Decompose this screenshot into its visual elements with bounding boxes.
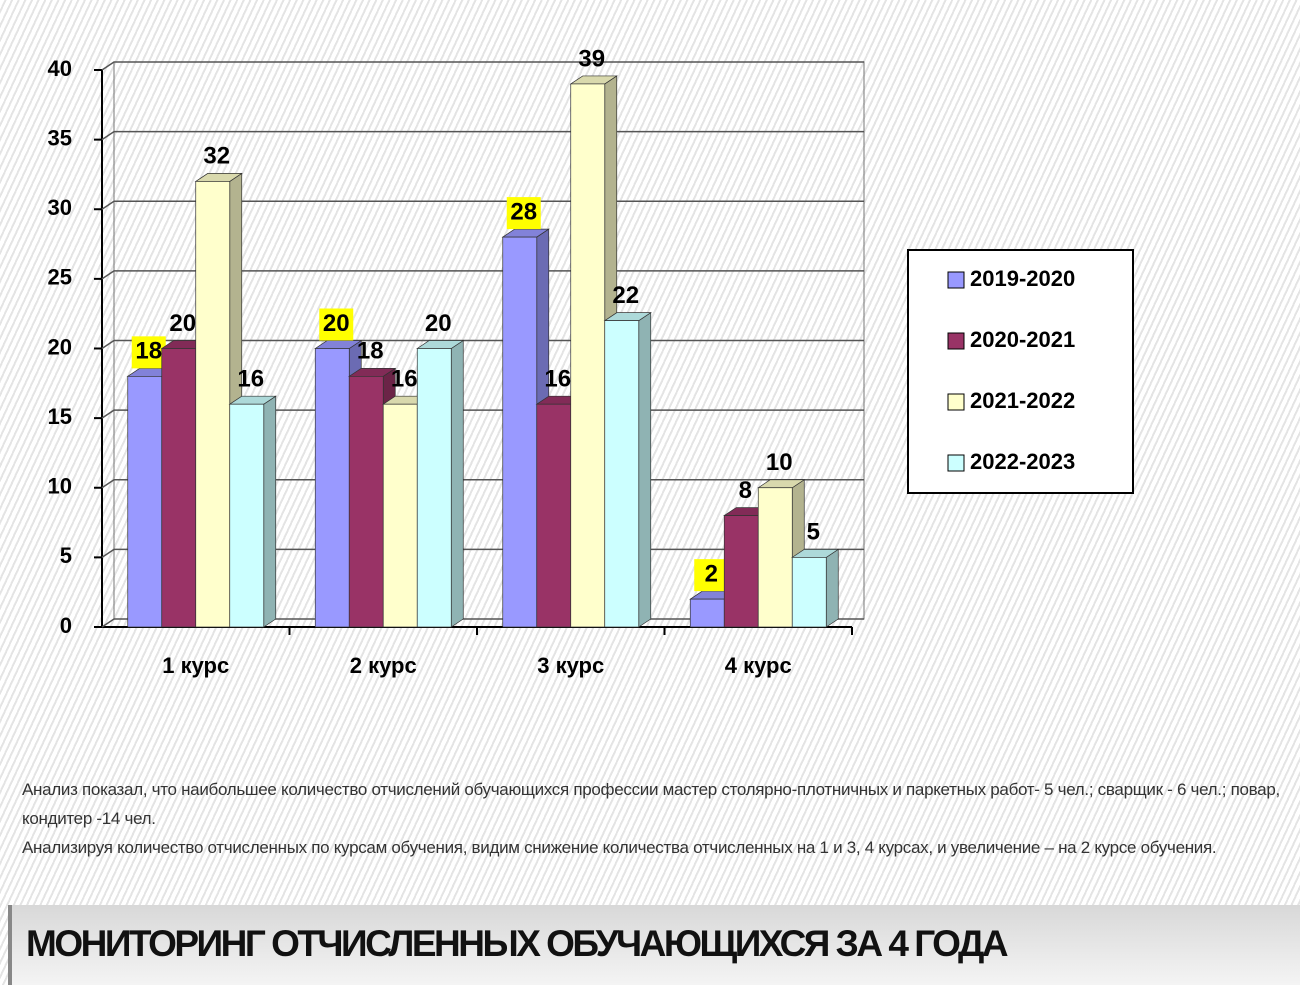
data-label: 10 bbox=[766, 449, 793, 476]
bar bbox=[536, 403, 572, 628]
paragraph: Анализ показал, что наибольшее количеств… bbox=[22, 780, 1280, 828]
title-band: МОНИТОРИНГ ОТЧИСЛЕННЫХ ОБУЧАЮЩИХСЯ ЗА 4 … bbox=[8, 905, 1300, 985]
data-label: 20 bbox=[323, 310, 350, 337]
data-label: 39 bbox=[578, 45, 605, 72]
y-tick-label: 40 bbox=[48, 56, 72, 81]
data-label: 28 bbox=[510, 198, 537, 225]
data-label: 2 bbox=[705, 560, 718, 587]
grid-line bbox=[101, 61, 864, 71]
bar bbox=[502, 236, 538, 628]
bar bbox=[314, 348, 350, 628]
legend-swatch bbox=[947, 454, 965, 472]
legend-swatch bbox=[947, 393, 965, 411]
data-label: 20 bbox=[425, 310, 452, 337]
x-tick-label: 3 курс bbox=[537, 653, 604, 678]
x-tick-label: 1 курс bbox=[162, 653, 229, 678]
y-tick-label: 15 bbox=[48, 404, 72, 429]
notes: Анализ показал, что наибольшее количеств… bbox=[22, 775, 1292, 862]
legend-label: 2020-2021 bbox=[970, 327, 1075, 352]
data-label: 16 bbox=[544, 366, 571, 393]
data-label: 22 bbox=[612, 282, 639, 309]
y-tick-label: 0 bbox=[60, 613, 72, 638]
legend-label: 2022-2023 bbox=[970, 449, 1075, 474]
y-tick-label: 20 bbox=[48, 334, 72, 359]
bar bbox=[229, 403, 265, 628]
data-label: 18 bbox=[357, 338, 384, 365]
bar bbox=[604, 320, 640, 628]
legend-box bbox=[907, 249, 1134, 494]
data-label: 32 bbox=[203, 143, 230, 170]
data-label: 16 bbox=[391, 366, 418, 393]
legend-swatch bbox=[947, 271, 965, 289]
label-highlight bbox=[694, 559, 729, 592]
x-tick-label: 2 курс bbox=[350, 653, 417, 678]
legend: 2019-2020 2020-2021 2021-2022 2022-2023 bbox=[907, 249, 1134, 494]
bar bbox=[195, 181, 231, 628]
label-highlight bbox=[506, 197, 541, 230]
bar bbox=[757, 487, 793, 628]
bar bbox=[416, 348, 452, 628]
bar bbox=[382, 403, 418, 628]
bar bbox=[348, 376, 384, 628]
bar bbox=[723, 515, 759, 628]
legend-label: 2019-2020 bbox=[970, 266, 1075, 291]
x-tick-label: 4 курс bbox=[725, 653, 792, 678]
legend-swatch bbox=[947, 332, 965, 350]
bar bbox=[791, 557, 827, 628]
label-highlight bbox=[319, 308, 354, 341]
data-label: 5 bbox=[807, 519, 820, 546]
y-tick-label: 10 bbox=[48, 474, 72, 499]
y-tick-label: 30 bbox=[48, 195, 72, 220]
data-label: 16 bbox=[237, 366, 264, 393]
bar bbox=[570, 83, 606, 628]
bar bbox=[127, 376, 163, 628]
bar-side bbox=[638, 311, 652, 628]
bar-side bbox=[263, 395, 277, 628]
y-tick-label: 25 bbox=[48, 265, 72, 290]
y-tick-label: 5 bbox=[60, 543, 72, 568]
y-tick-label: 35 bbox=[48, 125, 72, 150]
grid-line bbox=[101, 130, 864, 141]
bar bbox=[689, 598, 725, 628]
paragraph: Анализируя количество отчисленных по кур… bbox=[22, 838, 1217, 857]
slide-title: МОНИТОРИНГ ОТЧИСЛЕННЫХ ОБУЧАЮЩИХСЯ ЗА 4 … bbox=[26, 923, 1009, 964]
label-highlight bbox=[131, 336, 166, 369]
bar bbox=[161, 348, 197, 628]
legend-label: 2021-2022 bbox=[970, 388, 1075, 413]
bar-side bbox=[825, 548, 839, 628]
data-label: 8 bbox=[739, 477, 752, 504]
data-label: 20 bbox=[169, 310, 196, 337]
data-label: 18 bbox=[135, 338, 162, 365]
bar-side bbox=[450, 339, 464, 628]
